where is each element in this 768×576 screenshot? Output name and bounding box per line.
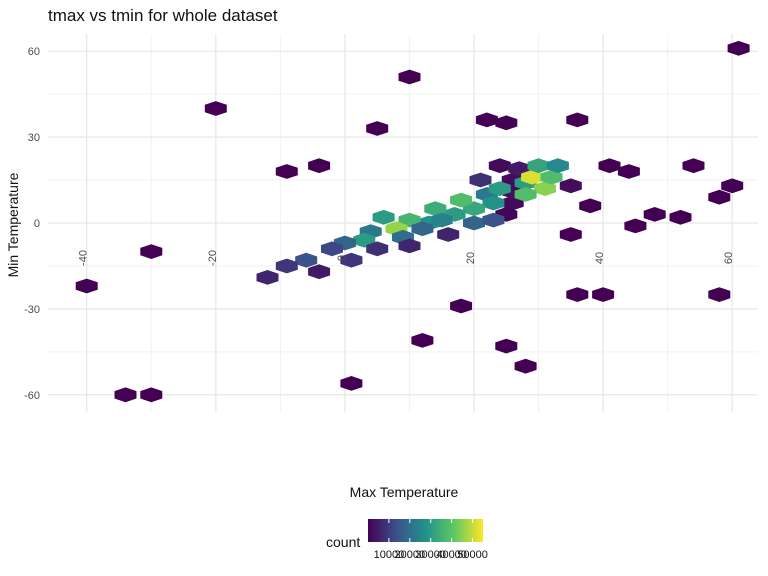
- y-axis-ticks: -60 -30 0 30 60: [24, 46, 40, 402]
- hex-cell: [430, 212, 453, 228]
- hex-cell: [521, 169, 544, 185]
- hex-cell: [275, 164, 298, 179]
- legend-tick-label: 20000: [395, 549, 426, 561]
- hex-cell: [75, 278, 98, 294]
- hex-cell: [617, 164, 640, 179]
- hex-cell: [546, 158, 569, 174]
- hex-cell: [727, 40, 750, 56]
- y-tick-label: -30: [24, 304, 40, 316]
- hex-cell: [708, 189, 731, 205]
- x-tick-label: 20: [465, 252, 477, 264]
- chart-title: tmax vs tmin for whole dataset: [48, 6, 278, 25]
- hex-cell: [721, 178, 744, 194]
- x-tick-label: 40: [594, 252, 606, 264]
- legend-tick-label: 10000: [374, 549, 405, 561]
- hex-cell: [140, 387, 163, 403]
- hex-cell: [592, 287, 615, 302]
- hex-cell: [708, 287, 731, 302]
- hex-cell: [540, 169, 563, 185]
- hex-cell: [624, 218, 647, 234]
- hex-cell: [256, 270, 279, 285]
- hex-cell: [308, 264, 331, 280]
- legend-tick-label: 30000: [415, 549, 446, 561]
- hex-cell: [340, 376, 363, 391]
- hex-cell: [579, 198, 602, 214]
- hex-cell: [669, 209, 692, 225]
- hex-cell: [475, 112, 498, 128]
- hex-cell: [114, 387, 137, 403]
- hex-cell: [424, 201, 447, 217]
- hex-cell: [527, 158, 550, 174]
- hex-cell: [398, 238, 421, 254]
- x-tick-label: 0: [336, 255, 348, 261]
- hex-cell: [482, 195, 505, 211]
- hex-cell: [559, 227, 582, 242]
- legend-tick-label: 50000: [457, 549, 488, 561]
- hex-cell: [514, 358, 537, 374]
- hex-cell: [559, 178, 582, 194]
- hex-cell: [482, 212, 505, 228]
- legend-tick-label: 40000: [436, 549, 467, 561]
- y-tick-label: -60: [24, 390, 40, 402]
- hex-cell: [275, 258, 298, 274]
- hex-cell: [643, 207, 666, 222]
- hex-cell: [437, 227, 460, 242]
- hex-cell: [366, 121, 389, 136]
- x-tick-label: -40: [78, 250, 90, 266]
- hex-cell: [308, 158, 331, 174]
- hex-cell: [295, 252, 318, 268]
- hex-cell: [204, 101, 227, 116]
- x-axis-title: Max Temperature: [350, 484, 459, 500]
- hexbin-cells: [75, 40, 750, 403]
- legend-title: count: [326, 534, 360, 550]
- x-axis-ticks: -40 -20 0 20 40 60: [78, 250, 735, 266]
- hex-cell: [450, 192, 473, 208]
- hex-cell: [411, 221, 434, 237]
- hex-cell: [140, 244, 163, 259]
- x-tick-label: 60: [723, 252, 735, 264]
- hex-cell: [469, 172, 492, 188]
- y-tick-label: 60: [28, 46, 40, 58]
- hex-cell: [534, 181, 556, 196]
- hex-cell: [321, 241, 343, 257]
- hex-cell: [488, 181, 511, 196]
- hex-cell: [566, 287, 589, 302]
- hex-cell: [450, 298, 473, 314]
- legend-colorbar: [368, 519, 483, 542]
- hex-cell: [514, 187, 537, 202]
- hex-cell: [682, 158, 705, 174]
- y-tick-label: 0: [34, 218, 40, 230]
- hex-cell: [398, 69, 421, 85]
- hex-cell: [340, 252, 363, 268]
- hex-cell: [495, 338, 518, 354]
- hex-cell: [372, 209, 395, 225]
- hex-cell: [566, 112, 589, 128]
- hex-cell: [488, 158, 511, 174]
- hex-cell: [366, 241, 389, 257]
- hex-cell: [411, 333, 434, 348]
- hex-cell: [495, 115, 518, 131]
- y-tick-label: 30: [28, 132, 40, 144]
- hex-cell: [598, 158, 621, 174]
- x-tick-label: -20: [207, 250, 219, 266]
- y-axis-title: Min Temperature: [5, 172, 21, 277]
- hex-cell: [463, 215, 485, 231]
